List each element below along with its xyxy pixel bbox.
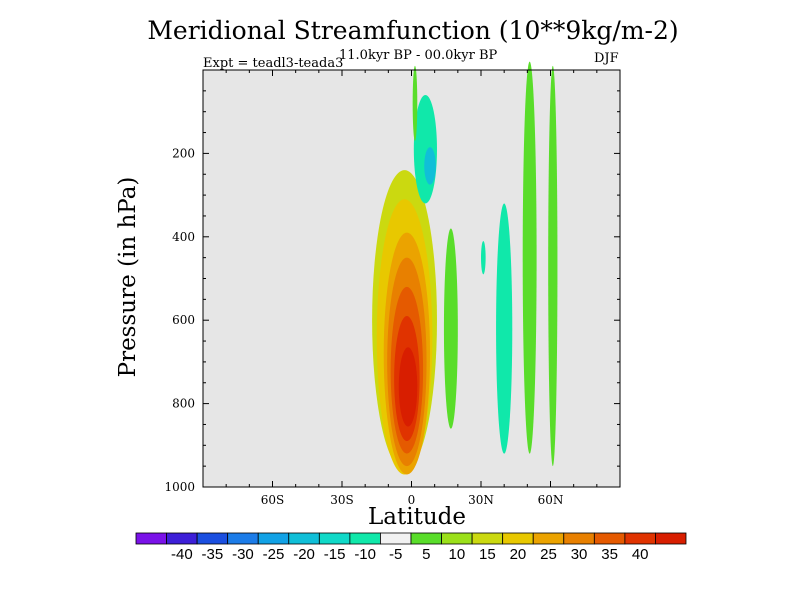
contour-region (443, 228, 458, 429)
colorbar-swatch (257, 532, 290, 545)
colorbar-label: 40 (632, 546, 649, 563)
colorbar-label: 5 (422, 546, 430, 563)
colorbar: -40 -35 -30 -25 -20 -15 -10 -5 5 10 15 20 25 30 35 40 (135, 532, 687, 563)
experiment-label: Expt = teadl3-teada3 (203, 56, 344, 71)
colorbar-swatch (624, 532, 656, 545)
colorbar-label: -35 (202, 546, 224, 563)
colorbar-swatch (593, 532, 626, 545)
colorbar-swatch (471, 532, 504, 545)
colorbar-label: -15 (324, 546, 346, 563)
contour-region (412, 65, 418, 141)
y-tick-label: 1000 (164, 480, 195, 494)
colorbar-swatch (349, 532, 381, 545)
contour-region (424, 147, 436, 185)
contour-region (522, 61, 537, 454)
colorbar-label: 15 (479, 546, 496, 563)
colorbar-swatch (532, 532, 565, 545)
season-label: DJF (594, 51, 619, 66)
x-tick-label: 60N (538, 493, 564, 507)
chart-title: Meridional Streamfunction (10**9kg/m-2) (147, 16, 679, 45)
colorbar-swatch (655, 532, 687, 545)
colorbar-label: -5 (389, 546, 402, 563)
colorbar-label: 25 (540, 546, 557, 563)
colorbar-label: -30 (232, 546, 254, 563)
colorbar-label: 35 (601, 546, 618, 563)
contour-region (496, 203, 513, 454)
colorbar-label: 20 (510, 546, 527, 563)
colorbar-swatch (196, 532, 229, 545)
x-axis-label: Latitude (368, 504, 466, 530)
colorbar-swatch (227, 532, 259, 545)
colorbar-label: 30 (571, 546, 588, 563)
colorbar-swatch (410, 532, 442, 545)
colorbar-label: -10 (354, 546, 376, 563)
y-tick-label: 800 (172, 397, 195, 411)
y-tick-label: 200 (172, 146, 195, 160)
y-tick-label: 400 (172, 230, 195, 244)
x-tick-label: 30N (468, 493, 494, 507)
chart-subtitle: 11.0kyr BP - 00.0kyr BP (339, 48, 498, 63)
contour-region (413, 95, 437, 204)
x-tick-label: 30S (330, 493, 354, 507)
colorbar-label: -20 (293, 546, 315, 563)
colorbar-label: -40 (171, 546, 193, 563)
colorbar-swatch (166, 532, 198, 545)
contour-field (372, 61, 558, 475)
colorbar-swatch (441, 532, 473, 545)
y-tick-label: 600 (172, 313, 195, 327)
contour-region (548, 65, 558, 467)
colorbar-swatch (380, 532, 412, 545)
colorbar-swatch (563, 532, 595, 545)
colorbar-label: 10 (448, 546, 465, 563)
colorbar-swatch (135, 532, 167, 545)
x-tick-label: 0 (408, 493, 416, 507)
colorbar-swatch (318, 532, 351, 545)
colorbar-swatch (502, 532, 534, 545)
colorbar-swatch (288, 532, 320, 545)
colorbar-label: -25 (263, 546, 285, 563)
contour-region (481, 240, 486, 275)
axes: 60S 30S 0 30N 60N 200 400 600 800 1000 (164, 70, 620, 507)
x-tick-label: 60S (261, 493, 285, 507)
contour-region (398, 347, 418, 427)
